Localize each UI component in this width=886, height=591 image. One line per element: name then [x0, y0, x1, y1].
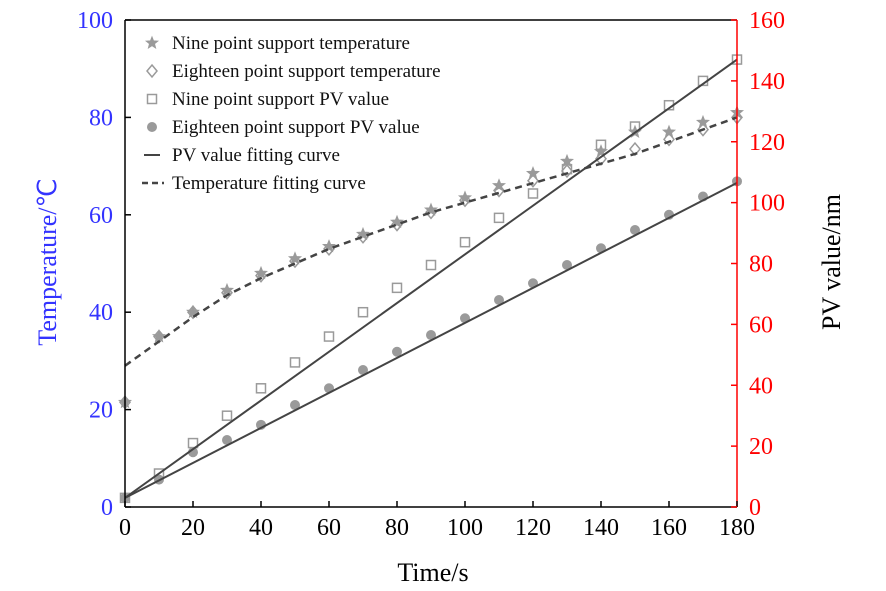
series-3-point [255, 383, 267, 394]
series-3-point [595, 139, 607, 151]
legend-square-symbol [146, 93, 158, 105]
left-y-tick-label: 40 [89, 300, 113, 326]
series-4-point [392, 346, 402, 357]
series-2-point [221, 285, 233, 300]
legend-circle-symbol [147, 122, 157, 132]
x-tick-label: 100 [447, 515, 483, 541]
series-1-point [525, 166, 541, 180]
series-1-point [321, 239, 337, 253]
series-2-point [323, 241, 335, 257]
series-1-point [253, 265, 269, 280]
x-tick-label: 80 [385, 515, 409, 541]
series-2-point [493, 183, 505, 198]
x-axis-title: Time/s [397, 558, 468, 587]
series-1-point [389, 214, 405, 229]
left-y-tick-label: 60 [89, 203, 113, 229]
left-y-tick-label: 0 [101, 495, 113, 521]
series-2-point [289, 253, 301, 269]
plot-marks [117, 54, 745, 504]
series-3-point [527, 188, 539, 199]
temperature-fitting-curve [124, 116, 738, 367]
x-tick-label: 120 [515, 515, 551, 541]
series-3-point [221, 410, 233, 421]
legend-diamond-symbol [146, 63, 158, 79]
series-3-point [289, 357, 301, 368]
right-y-tick-label: 160 [749, 8, 785, 34]
series-1-point [355, 226, 371, 241]
axes-group: 0 20 40 60 80 100 120 140 160 1800204060801000204… [77, 8, 785, 541]
series-3-point [493, 212, 505, 224]
series-2-point [663, 132, 675, 147]
series-3-point [391, 282, 403, 294]
right-y-tick-label: 40 [749, 373, 773, 399]
x-tick-label: 0 [119, 515, 131, 541]
right-y-tick-label: 100 [749, 191, 785, 217]
legend-label: Temperature fitting curve [172, 173, 366, 194]
series-1-point [287, 251, 303, 265]
left-y-tick-label: 100 [77, 8, 113, 34]
pv-fitting-line [124, 58, 738, 499]
series-2-point [527, 173, 539, 188]
right-y-tick-label: 0 [749, 495, 761, 521]
series-2-point [697, 122, 709, 137]
legend-label: Eighteen point support PV value [172, 117, 420, 138]
series-2-point [561, 163, 573, 179]
series-1-point [457, 190, 473, 204]
x-tick-label: 40 [249, 515, 273, 541]
x-tick-label: 180 [719, 515, 755, 541]
right-y-tick-label: 60 [749, 312, 773, 338]
pv-fitting-line [124, 181, 738, 499]
series-3-point [323, 331, 335, 342]
series-3-point [357, 306, 369, 318]
left-y-tick-label: 20 [89, 398, 113, 424]
x-tick-label: 140 [583, 515, 619, 541]
series-1-point [423, 202, 439, 216]
series-1-point [695, 114, 711, 129]
right-y-tick-label: 140 [749, 69, 785, 95]
legend: Nine point support temperature Eighteen p… [142, 33, 441, 194]
right-y-tick-label: 20 [749, 434, 773, 460]
legend-label: Eighteen point support temperature [172, 61, 441, 82]
left-y-axis-title: Temperature/℃ [33, 178, 62, 345]
x-tick-label: 60 [317, 515, 341, 541]
series-3-point [425, 259, 437, 271]
legend-label: PV value fitting curve [172, 145, 340, 166]
x-tick-label: 160 [651, 515, 687, 541]
series-2-point [459, 193, 471, 208]
right-y-axis-title: PV value/nm [817, 194, 846, 330]
series-1-point [661, 124, 677, 138]
legend-label: Nine point support PV value [172, 89, 389, 110]
series-2-point [187, 305, 199, 320]
right-y-tick-label: 80 [749, 252, 773, 278]
x-tick-label: 20 [181, 515, 205, 541]
legend-star-symbol [144, 35, 160, 49]
legend-label: Nine point support temperature [172, 33, 410, 54]
series-1-point [219, 282, 235, 297]
left-y-tick-label: 80 [89, 105, 113, 131]
right-y-tick-label: 120 [749, 130, 785, 156]
series-2-point [255, 268, 267, 283]
series-3-point [459, 236, 471, 248]
series-3-point [629, 121, 641, 132]
